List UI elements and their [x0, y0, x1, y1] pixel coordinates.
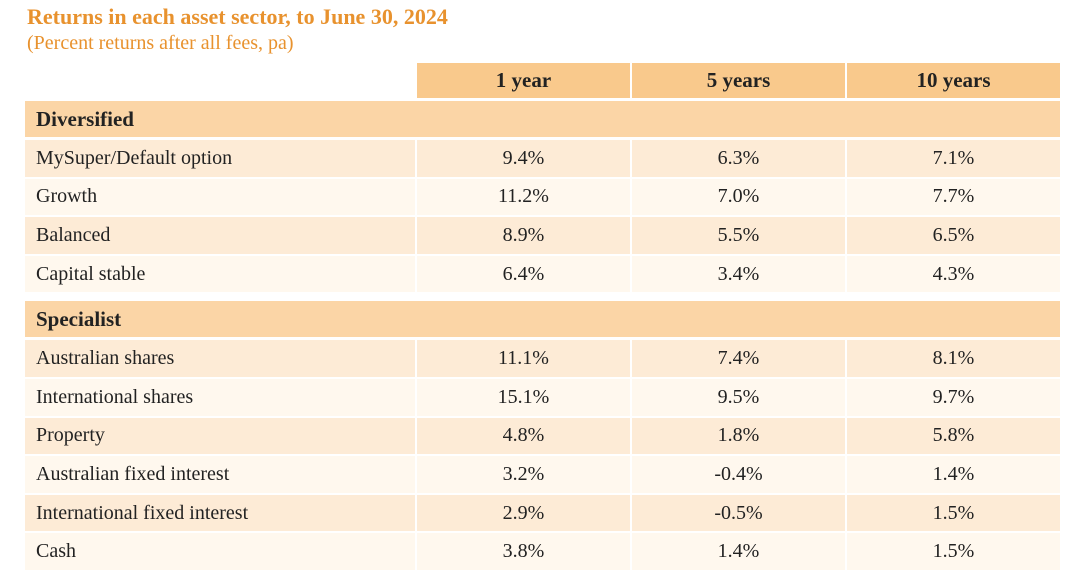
column-header: 10 years	[847, 63, 1060, 98]
row-label: Australian shares	[25, 340, 415, 377]
cell-value: -0.4%	[632, 456, 845, 493]
cell-value: 7.0%	[632, 178, 845, 216]
cell-value: 7.1%	[847, 140, 1060, 177]
row-label: International fixed interest	[25, 494, 415, 532]
cell-value: 1.5%	[847, 494, 1060, 532]
cell-value: 9.4%	[417, 140, 630, 177]
subtitle: (Percent returns after all fees, pa)	[27, 32, 294, 54]
column-header: 5 years	[632, 63, 845, 98]
cell-value: 1.4%	[847, 456, 1060, 493]
cell-value: 4.3%	[847, 255, 1060, 293]
row-label: International shares	[25, 379, 415, 416]
cell-value: 3.2%	[417, 456, 630, 493]
cell-value: 6.3%	[632, 140, 845, 177]
title: Returns in each asset sector, to June 30…	[27, 4, 448, 29]
cell-value: 2.9%	[417, 494, 630, 532]
cell-value: 8.1%	[847, 340, 1060, 377]
row-label: Balanced	[25, 217, 415, 254]
cell-value: 9.7%	[847, 379, 1060, 416]
section-header: Diversified	[25, 101, 1060, 137]
row-label: MySuper/Default option	[25, 140, 415, 177]
cell-value: 15.1%	[417, 379, 630, 416]
row-label: Property	[25, 417, 415, 455]
row-label: Cash	[25, 533, 415, 570]
cell-value: 1.8%	[632, 417, 845, 455]
cell-value: 6.4%	[417, 255, 630, 293]
cell-value: 3.4%	[632, 255, 845, 293]
cell-value: 3.8%	[417, 533, 630, 570]
cell-value: 5.5%	[632, 217, 845, 254]
cell-value: -0.5%	[632, 494, 845, 532]
section-header: Specialist	[25, 301, 1060, 338]
cell-value: 9.5%	[632, 379, 845, 416]
cell-value: 1.5%	[847, 533, 1060, 570]
cell-value: 8.9%	[417, 217, 630, 254]
cell-value: 4.8%	[417, 417, 630, 455]
row-label: Capital stable	[25, 255, 415, 293]
cell-value: 5.8%	[847, 417, 1060, 455]
column-header: 1 year	[417, 63, 630, 98]
cell-value: 7.4%	[632, 340, 845, 377]
row-label: Australian fixed interest	[25, 456, 415, 493]
cell-value: 6.5%	[847, 217, 1060, 254]
cell-value: 11.2%	[417, 178, 630, 216]
row-label: Growth	[25, 178, 415, 216]
cell-value: 1.4%	[632, 533, 845, 570]
cell-value: 7.7%	[847, 178, 1060, 216]
cell-value: 11.1%	[417, 340, 630, 377]
